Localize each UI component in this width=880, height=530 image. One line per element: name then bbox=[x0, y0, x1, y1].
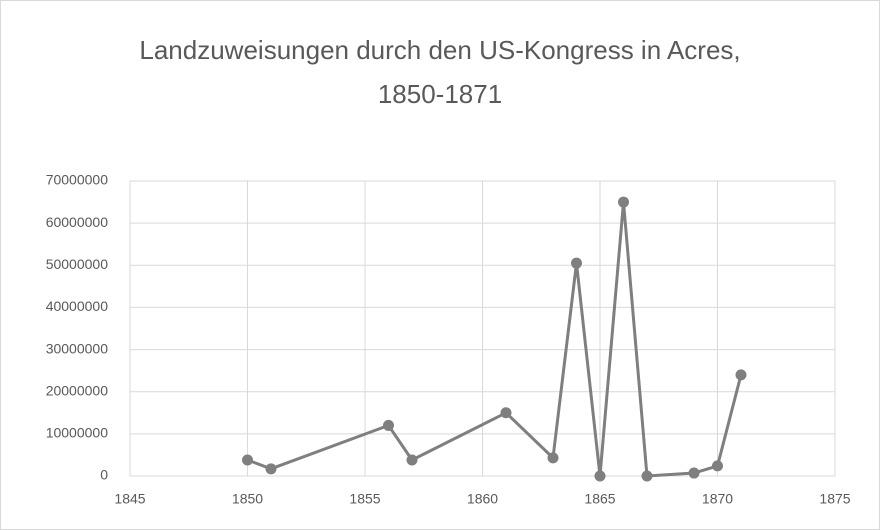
data-point bbox=[500, 407, 512, 419]
y-tick-label: 40000000 bbox=[46, 298, 109, 314]
data-point bbox=[688, 467, 700, 479]
x-tick-label: 1865 bbox=[584, 491, 615, 507]
data-point bbox=[641, 470, 653, 482]
data-point bbox=[406, 454, 418, 466]
y-tick-label: 10000000 bbox=[46, 425, 109, 441]
y-tick-label: 20000000 bbox=[46, 382, 109, 398]
data-point bbox=[265, 463, 277, 475]
data-point bbox=[712, 460, 723, 472]
y-tick-label: 30000000 bbox=[46, 340, 109, 356]
y-tick-label: 0 bbox=[100, 467, 108, 483]
x-tick-label: 1850 bbox=[232, 491, 263, 507]
data-point bbox=[735, 369, 747, 381]
data-point bbox=[594, 470, 606, 482]
data-point bbox=[571, 257, 582, 269]
y-tick-label: 70000000 bbox=[46, 172, 109, 188]
data-point bbox=[618, 196, 629, 208]
y-tick-label: 60000000 bbox=[46, 214, 109, 230]
data-point bbox=[242, 454, 253, 466]
x-tick-label: 1860 bbox=[467, 491, 498, 507]
x-tick-label: 1870 bbox=[702, 491, 733, 507]
data-point bbox=[547, 452, 559, 464]
x-tick-label: 1875 bbox=[819, 491, 850, 507]
x-tick-label: 1845 bbox=[114, 491, 145, 507]
chart-title: Landzuweisungen durch den US-Kongress in… bbox=[139, 35, 741, 109]
data-point bbox=[383, 419, 394, 431]
x-tick-label: 1855 bbox=[349, 491, 380, 507]
y-tick-label: 50000000 bbox=[46, 256, 109, 272]
